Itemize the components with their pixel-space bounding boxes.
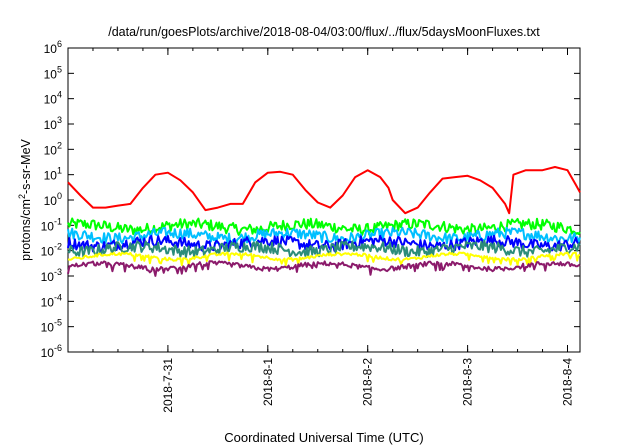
y-tick-label: 10-3 [41,267,62,284]
series-line [67,226,581,246]
y-axis-label: protons/cm2-s-sr-MeV [17,138,33,260]
x-tick-label: 2018-8-4 [561,358,575,406]
y-tick-label: 10-1 [41,216,62,233]
x-tick-label: 2018-8-2 [361,358,375,406]
x-tick-label: 2018-8-1 [261,358,275,406]
x-axis: 2018-7-31 2018-8-1 2018-8-2 2018-8-3 2018-8-… [92,48,575,413]
series-line [67,251,581,267]
chart-title: /data/run/goesPlots/archive/2018-08-04/0… [108,25,540,39]
y-tick-label: 103 [44,115,62,132]
y-tick-label: 106 [44,39,62,56]
series-group [67,166,581,277]
y-tick-label: 10-6 [41,343,62,360]
y-axis: 10-6 10-5 10-4 10-3 10-2 10-1 100 101 102 103 104 1… [41,39,580,360]
y-tick-label: 10-2 [41,242,62,259]
y-tick-label: 10-4 [41,292,62,309]
y-tick-label: 105 [44,64,62,81]
y-tick-label: 100 [44,191,62,208]
series-line [67,260,581,277]
y-tick-label: 10-5 [41,318,62,335]
series-line [67,239,581,259]
y-tick-label: 104 [44,90,62,107]
x-tick-label: 2018-7-31 [161,358,175,413]
x-axis-label: Coordinated Universal Time (UTC) [224,430,423,445]
x-tick-label: 2018-8-3 [461,358,475,406]
y-tick-label: 102 [44,140,62,157]
y-tick-label: 101 [44,166,62,183]
series-line [67,166,581,215]
